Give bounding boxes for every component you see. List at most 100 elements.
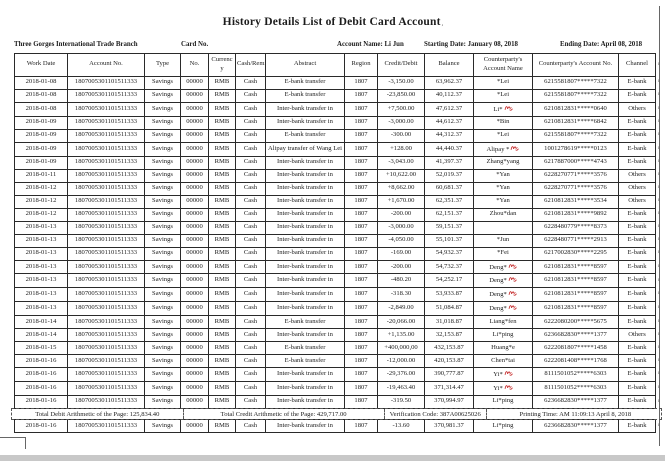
cell-type: Savings xyxy=(144,341,181,356)
cell-work-date: 2018-01-16 xyxy=(14,419,68,434)
cell-cp-account-no: 6228480771*****2913 xyxy=(532,233,619,248)
cell-cp-account-no: 6215581807*****7322 xyxy=(532,88,619,103)
cell-balance: 420,153.87 xyxy=(424,354,474,369)
cell-no: 00000 xyxy=(180,220,209,235)
transaction-row: 2018-01-09 1807005301101511333 Savings 0… xyxy=(14,115,664,130)
cell-abstract: Inter-bank transfer in xyxy=(265,155,345,170)
cell-cp-account-no: 6236682830*****1377 xyxy=(532,394,619,409)
cell-type: Savings xyxy=(144,207,181,222)
cell-channel: E-bank xyxy=(618,115,656,130)
transaction-row: 2018-01-12 1807005301101511333 Savings 0… xyxy=(14,181,664,196)
cell-type: Savings xyxy=(144,115,181,130)
cell-no: 00000 xyxy=(180,315,209,330)
cell-region: 1807 xyxy=(344,246,378,261)
cell-no: 00000 xyxy=(180,128,209,143)
cell-account-no: 1807005301101511333 xyxy=(67,141,145,157)
cell-channel: E-bank xyxy=(618,367,656,383)
transaction-row: 2018-01-13 1807005301101511333 Savings 0… xyxy=(14,273,664,289)
cp-name-text: Liang*fen xyxy=(489,317,517,325)
cell-account-no: 1807005301101511333 xyxy=(67,233,145,248)
page-right-edge-line xyxy=(659,6,660,446)
cell-account-no: 1807005301101511333 xyxy=(67,194,145,209)
cell-abstract: Inter-bank transfer in xyxy=(265,220,345,235)
column-work-date: Work Date xyxy=(14,53,68,77)
cell-currency: RMB xyxy=(208,341,236,356)
cell-credit-debit: -23,850.00 xyxy=(377,88,425,103)
cell-currency: RMB xyxy=(208,155,236,170)
last-transaction-body: 2018-01-16 1807005301101511333 Savings 0… xyxy=(14,419,664,434)
cell-cp-account-no: 6215581807*****7322 xyxy=(532,75,619,90)
cell-work-date: 2018-01-16 xyxy=(14,354,68,369)
cell-work-date: 2018-01-13 xyxy=(14,287,68,303)
cell-currency: RMB xyxy=(208,101,236,117)
cell-cp-account-no: 6210812831*****8597 xyxy=(532,273,619,289)
cell-no: 00000 xyxy=(180,181,209,196)
cell-cp-account-no: 6210812831*****6842 xyxy=(532,115,619,130)
cell-abstract: E-bank transfer xyxy=(265,354,345,369)
cell-balance: 52,019.37 xyxy=(424,168,474,183)
title-end-mark: , xyxy=(441,21,444,27)
cell-currency: RMB xyxy=(208,220,236,235)
cell-currency: RMB xyxy=(208,273,236,289)
cell-abstract: Alipay transfer of Wang Lei xyxy=(265,141,345,157)
cell-balance: 40,112.37 xyxy=(424,88,474,103)
cell-work-date: 2018-01-14 xyxy=(14,315,68,330)
starting-date: Starting Date: January 08, 2018 xyxy=(424,41,518,48)
cell-cp-account-name: Zhou*dan xyxy=(473,207,533,222)
cell-cp-account-name: Alipay * xyxy=(473,141,533,157)
cell-channel: E-bank xyxy=(618,141,656,157)
cell-cash-remit: Cash xyxy=(235,155,266,170)
cell-no: 00000 xyxy=(180,354,209,369)
cell-work-date: 2018-01-16 xyxy=(14,367,68,383)
cell-currency: RMB xyxy=(208,168,236,183)
cell-credit-debit: +128.00 xyxy=(377,141,425,157)
cell-currency: RMB xyxy=(208,259,236,275)
cell-no: 00000 xyxy=(180,394,209,409)
cell-region: 1807 xyxy=(344,273,378,289)
cp-name-text: Deng* xyxy=(489,305,507,313)
cell-type: Savings xyxy=(144,88,181,103)
cell-balance: 370,994.97 xyxy=(424,394,474,409)
cell-work-date: 2018-01-08 xyxy=(14,75,68,90)
cell-type: Savings xyxy=(144,75,181,90)
transaction-row: 2018-01-13 1807005301101511333 Savings 0… xyxy=(14,259,664,275)
column-credit-debit: Credit/Debit xyxy=(377,53,425,77)
transaction-row: 2018-01-16 1807005301101511333 Savings 0… xyxy=(14,394,664,409)
cell-region: 1807 xyxy=(344,341,378,356)
cell-credit-debit: -29,376.00 xyxy=(377,367,425,383)
cell-currency: RMB xyxy=(208,287,236,303)
cell-balance: 44,612.37 xyxy=(424,115,474,130)
cell-channel: E-bank xyxy=(618,155,656,170)
cell-abstract: Inter-bank transfer in xyxy=(265,328,345,343)
cell-cp-account-no: 6217887000*****4743 xyxy=(532,155,619,170)
cell-cash-remit: Cash xyxy=(235,273,266,289)
row-end-mark: ı xyxy=(656,274,664,288)
cell-balance: 31,018.87 xyxy=(424,315,474,330)
cp-name-text: Yi* xyxy=(493,385,503,393)
cell-no: 00000 xyxy=(180,88,209,103)
transaction-row: 2018-01-13 1807005301101511333 Savings 0… xyxy=(14,220,664,235)
red-pen-mark xyxy=(503,385,513,392)
cell-cash-remit: Cash xyxy=(235,246,266,261)
cell-type: Savings xyxy=(144,259,181,275)
cell-account-no: 1807005301101511333 xyxy=(67,101,145,117)
cell-region: 1807 xyxy=(344,220,378,235)
row-end-mark: ı xyxy=(656,302,664,316)
cell-cp-account-no: 6228270771*****3576 xyxy=(532,181,619,196)
cp-name-text: Deng* xyxy=(489,277,507,285)
cell-region: 1807 xyxy=(344,259,378,275)
cp-name-text: *Yan xyxy=(496,184,510,192)
cell-cp-account-name: *Fei xyxy=(473,246,533,261)
cell-region: 1807 xyxy=(344,128,378,143)
cell-no: 00000 xyxy=(180,367,209,383)
cell-channel: E-bank xyxy=(618,287,656,303)
cell-region: 1807 xyxy=(344,233,378,248)
cell-cp-account-name: Chen*tai xyxy=(473,354,533,369)
cell-channel: E-bank xyxy=(618,273,656,289)
cell-account-no: 1807005301101511333 xyxy=(67,75,145,90)
cp-name-text: *Lei xyxy=(496,91,510,99)
cell-channel: E-bank xyxy=(618,301,656,317)
cell-abstract: Inter-bank transfer in xyxy=(265,207,345,222)
cell-abstract: Inter-bank transfer in xyxy=(265,115,345,130)
cell-channel: E-bank xyxy=(618,220,656,235)
